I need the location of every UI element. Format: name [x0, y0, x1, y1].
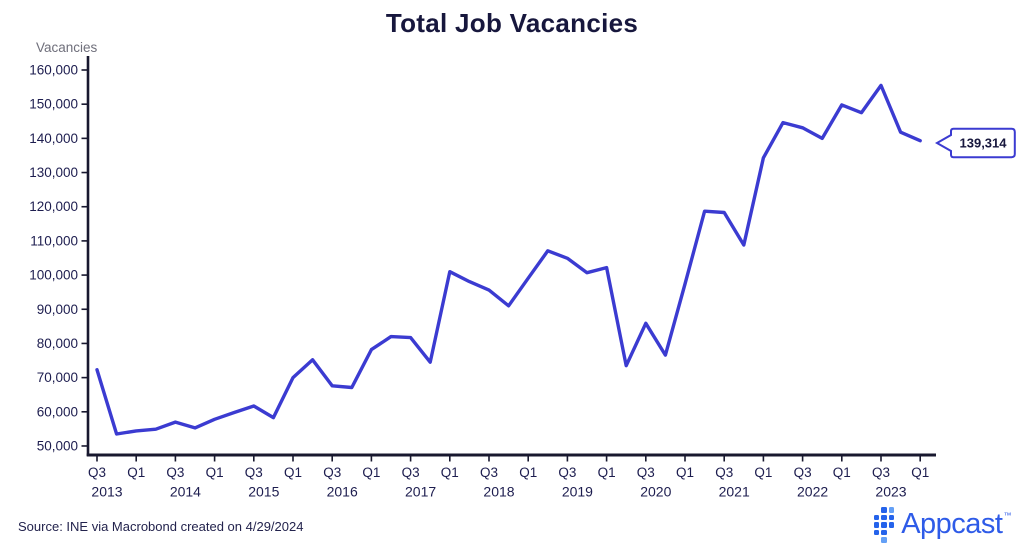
appcast-wordmark: Appcast — [901, 508, 1003, 541]
source-note: Source: INE via Macrobond created on 4/2… — [18, 519, 304, 534]
x-tick-label: Q3 — [166, 465, 184, 480]
x-year-label: 2021 — [719, 484, 750, 500]
x-year-label: 2014 — [170, 484, 201, 500]
x-year-label: 2013 — [91, 484, 122, 500]
trademark-symbol: ™ — [1003, 511, 1012, 521]
x-tick-label: Q1 — [284, 465, 302, 480]
x-year-label: 2015 — [248, 484, 279, 500]
x-year-label: 2018 — [483, 484, 514, 500]
x-year-label: 2017 — [405, 484, 436, 500]
y-tick-label: 100,000 — [29, 268, 78, 283]
x-tick-label: Q1 — [206, 465, 224, 480]
callout-group: 139,314 — [934, 127, 1016, 159]
x-year-label: 2020 — [640, 484, 671, 500]
x-year-label: 2022 — [797, 484, 828, 500]
appcast-logo-text: Appcast™ — [901, 508, 1012, 541]
vacancies-line — [95, 83, 922, 436]
x-tick-label: Q1 — [754, 465, 772, 480]
y-tick-label: 90,000 — [37, 302, 78, 317]
x-tick-label: Q3 — [245, 465, 263, 480]
y-tick-label: 160,000 — [29, 63, 78, 78]
callout-bubble — [934, 127, 1016, 159]
x-tick-label: Q3 — [402, 465, 420, 480]
x-tick-label: Q3 — [480, 465, 498, 480]
x-tick-label: Q1 — [127, 465, 145, 480]
y-tick-label: 50,000 — [37, 438, 78, 453]
y-tick-label: 70,000 — [37, 370, 78, 385]
x-tick-label: Q1 — [598, 465, 616, 480]
x-year-label: 2019 — [562, 484, 593, 500]
x-tick-label: Q3 — [637, 465, 655, 480]
x-tick-label: Q1 — [441, 465, 459, 480]
x-tick-label: Q1 — [833, 465, 851, 480]
appcast-logo: Appcast™ — [873, 507, 1012, 543]
y-tick-label: 80,000 — [37, 336, 78, 351]
y-axis-title: Vacancies — [36, 40, 98, 55]
x-tick-label: Q1 — [911, 465, 929, 480]
x-tick-label: Q3 — [323, 465, 341, 480]
x-tick-label: Q3 — [88, 465, 106, 480]
x-tick-label: Q3 — [558, 465, 576, 480]
y-tick-label: 150,000 — [29, 97, 78, 112]
chart-title: Total Job Vacancies — [385, 8, 639, 38]
x-tick-label: Q3 — [794, 465, 812, 480]
x-tick-label: Q1 — [519, 465, 537, 480]
y-tick-label: 120,000 — [29, 199, 78, 214]
x-tick-label: Q1 — [676, 465, 694, 480]
x-year-label: 2023 — [875, 484, 906, 500]
x-tick-label: Q1 — [362, 465, 380, 480]
y-tick-label: 110,000 — [30, 233, 78, 248]
x-year-label: 2016 — [327, 484, 358, 500]
x-tick-label: Q3 — [872, 465, 890, 480]
y-tick-label: 60,000 — [37, 404, 78, 419]
appcast-logo-icon — [873, 507, 895, 543]
chart-generated: 50,000 60,000 70,000 80,000 90,000 100,000 110… — [29, 56, 936, 500]
y-tick-label: 130,000 — [29, 165, 78, 180]
callout-value: 139,314 — [960, 136, 1008, 151]
y-tick-label: 140,000 — [29, 131, 78, 146]
x-tick-label: Q3 — [715, 465, 733, 480]
